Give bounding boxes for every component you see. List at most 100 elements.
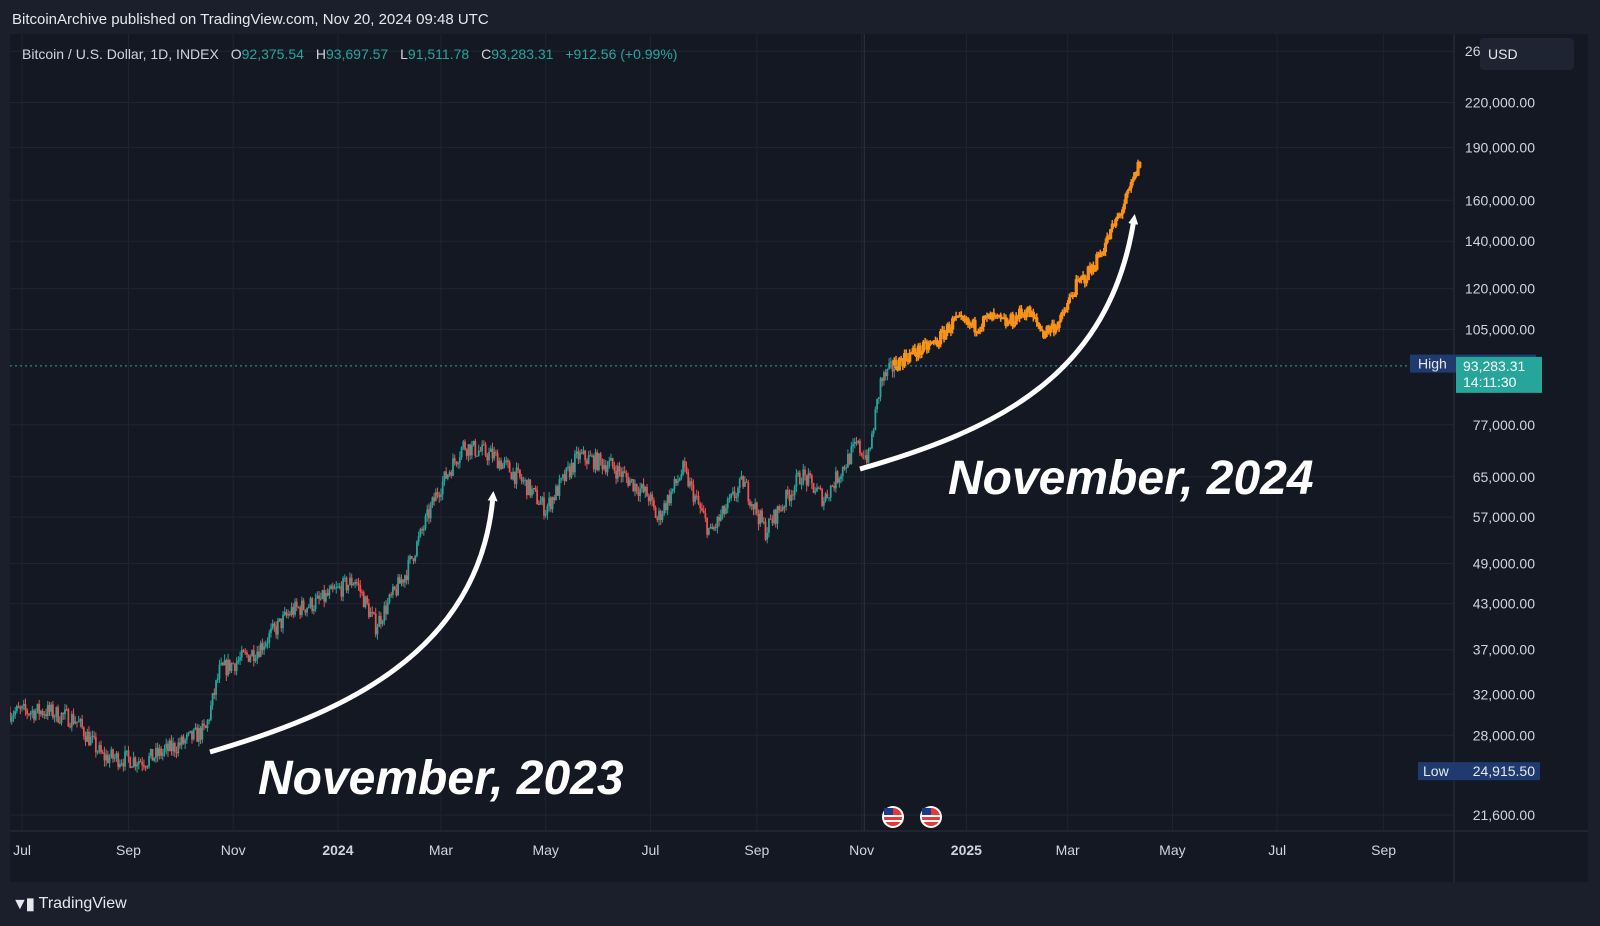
candle-body bbox=[65, 709, 68, 711]
candle-body bbox=[381, 621, 384, 624]
candle-body bbox=[239, 657, 241, 661]
projection-body bbox=[1002, 317, 1006, 320]
projection-body bbox=[1098, 252, 1102, 258]
candle-body bbox=[749, 501, 751, 507]
projection-body bbox=[1115, 216, 1120, 220]
us-flag-icon[interactable] bbox=[920, 806, 942, 828]
symbol-title[interactable]: Bitcoin / U.S. Dollar, 1D, INDEX bbox=[22, 46, 219, 62]
candle-body bbox=[342, 578, 344, 597]
candle-body bbox=[350, 577, 353, 586]
projection-body bbox=[1114, 219, 1118, 227]
candle-body bbox=[793, 486, 796, 496]
projection-body bbox=[1110, 223, 1114, 230]
projection-body bbox=[1060, 311, 1065, 315]
price-chart[interactable]: November, 2023 November, 2024 260,000.00… bbox=[10, 34, 1588, 882]
candle-body bbox=[41, 710, 44, 716]
candle-body bbox=[546, 506, 549, 514]
candle-body bbox=[690, 481, 693, 485]
ohlc-legend: Bitcoin / U.S. Dollar, 1D, INDEX O92,375… bbox=[22, 46, 677, 62]
candle-body bbox=[156, 747, 159, 756]
candle-body bbox=[271, 623, 274, 629]
candle-body bbox=[846, 454, 849, 468]
candle-body bbox=[314, 598, 317, 609]
price-tick-label: 105,000.00 bbox=[1465, 322, 1535, 338]
candle-body bbox=[867, 449, 870, 463]
candle-body bbox=[656, 517, 659, 520]
candle-body bbox=[572, 462, 575, 473]
candle-body bbox=[237, 660, 240, 663]
candle-body bbox=[785, 489, 787, 507]
projection-body bbox=[1095, 254, 1099, 270]
us-flag-icon[interactable] bbox=[882, 806, 904, 828]
candle-body bbox=[240, 650, 243, 658]
candle-body bbox=[507, 460, 509, 463]
low-label: L bbox=[400, 46, 408, 62]
tradingview-logo-icon: ▼▮ bbox=[12, 896, 35, 913]
grid-lines bbox=[10, 34, 1454, 831]
candle-body bbox=[426, 509, 429, 516]
currency-button[interactable]: USD bbox=[1480, 38, 1574, 70]
candle-body bbox=[27, 713, 30, 715]
candle-body bbox=[714, 527, 717, 529]
candle-body bbox=[652, 500, 655, 508]
candle-body bbox=[371, 611, 374, 613]
candle-body bbox=[124, 751, 126, 767]
projection-body bbox=[981, 316, 986, 327]
time-tick-label: Sep bbox=[116, 842, 141, 858]
candle-body bbox=[45, 714, 47, 717]
candle-body bbox=[462, 441, 465, 448]
candle-body bbox=[175, 752, 178, 754]
candle-body bbox=[268, 632, 271, 643]
candle-body bbox=[486, 455, 489, 461]
candle-body bbox=[843, 466, 846, 469]
candle-body bbox=[613, 466, 616, 471]
candle-body bbox=[841, 466, 844, 477]
chart-area[interactable]: November, 2023 November, 2024 260,000.00… bbox=[10, 34, 1588, 882]
candle-body bbox=[805, 475, 808, 486]
projection-body bbox=[1064, 309, 1068, 313]
candle-body bbox=[223, 660, 226, 666]
candle-body bbox=[556, 486, 559, 496]
projection-body bbox=[1050, 323, 1054, 328]
candle-body bbox=[50, 704, 53, 712]
candle-body bbox=[582, 450, 585, 454]
candle-body bbox=[683, 461, 686, 467]
candle-body bbox=[517, 467, 520, 470]
candle-body bbox=[48, 704, 51, 712]
candle-body bbox=[508, 462, 511, 473]
candle-body bbox=[445, 471, 448, 479]
candle-body bbox=[836, 471, 839, 483]
candle-body bbox=[366, 596, 369, 604]
candle-body bbox=[177, 742, 180, 754]
candle-body bbox=[800, 483, 803, 485]
projection-body bbox=[899, 358, 903, 361]
candle-body bbox=[874, 409, 877, 431]
projection-body bbox=[939, 331, 943, 345]
candle-body bbox=[592, 455, 595, 470]
candle-body bbox=[876, 398, 878, 410]
candle-body bbox=[666, 495, 669, 511]
candle-body bbox=[704, 513, 707, 519]
candle-body bbox=[446, 474, 449, 479]
candle-body bbox=[122, 763, 125, 767]
candle-body bbox=[549, 497, 552, 510]
candle-body bbox=[395, 589, 398, 596]
projection-body bbox=[1108, 229, 1113, 240]
candle-body bbox=[120, 763, 123, 765]
candle-body bbox=[740, 476, 743, 479]
candle-body bbox=[500, 460, 502, 469]
projection-body bbox=[975, 330, 979, 333]
projection-body bbox=[901, 359, 905, 367]
candle-body bbox=[72, 713, 75, 724]
projection-body bbox=[1105, 236, 1109, 243]
candle-body bbox=[606, 466, 609, 473]
projection-body bbox=[954, 315, 958, 319]
candle-body bbox=[723, 506, 726, 514]
projection-body bbox=[1086, 266, 1090, 281]
tradingview-logo[interactable]: ▼▮ TradingView bbox=[12, 894, 127, 914]
projection-body bbox=[1134, 172, 1138, 176]
projection-body bbox=[1136, 161, 1140, 176]
candle-body bbox=[525, 479, 528, 496]
candle-body bbox=[584, 450, 587, 461]
close-label: C bbox=[481, 46, 492, 62]
